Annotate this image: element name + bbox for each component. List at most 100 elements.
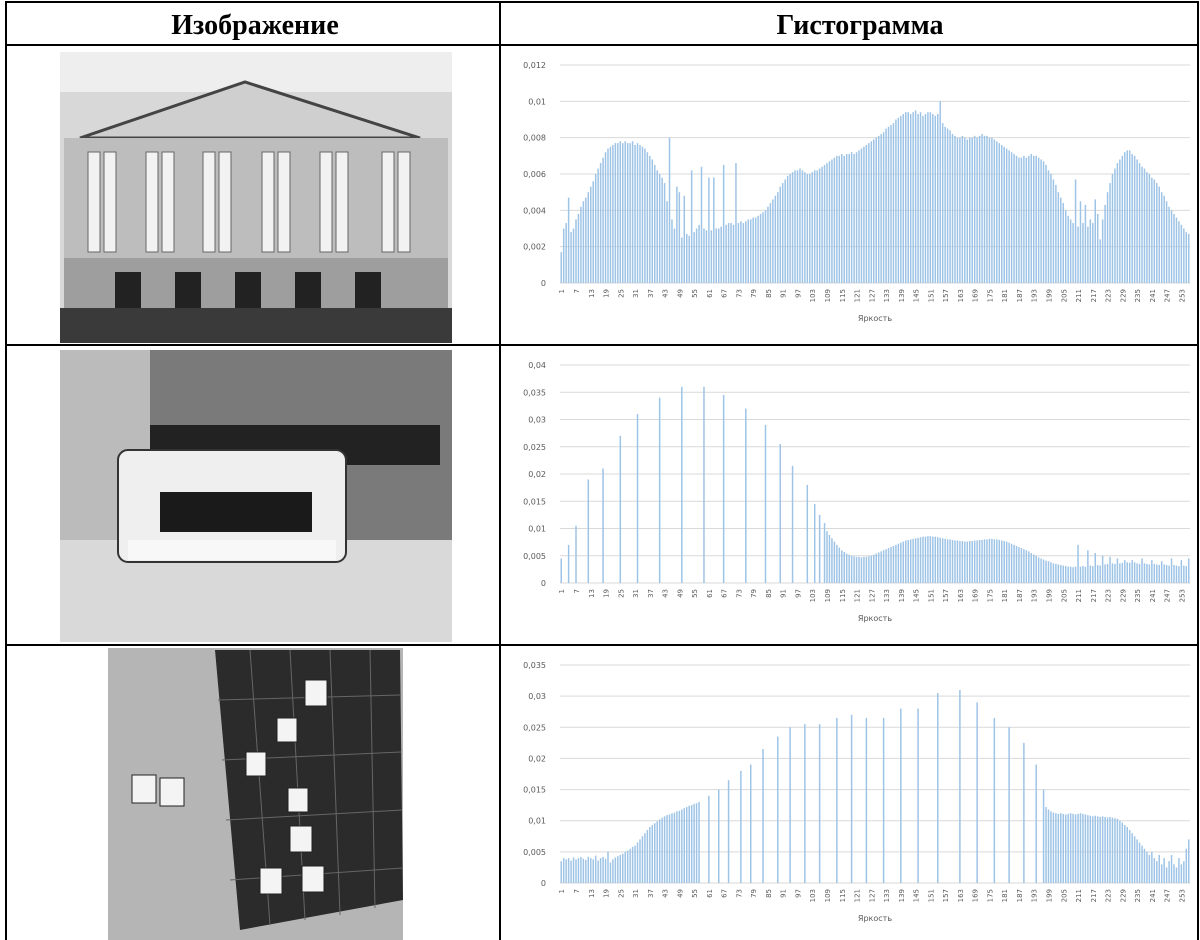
bar <box>929 536 932 583</box>
x-tick-label: 103 <box>809 889 817 902</box>
bar <box>708 177 710 283</box>
bar <box>599 858 602 883</box>
bar <box>1121 562 1124 583</box>
y-tick-label: 0,02 <box>528 754 546 763</box>
bar <box>597 168 599 283</box>
x-tick-label: 241 <box>1149 289 1157 302</box>
bar <box>562 858 565 883</box>
x-tick-label: 91 <box>780 289 788 298</box>
bar <box>1183 565 1185 583</box>
bar <box>836 155 838 283</box>
x-tick-label: 145 <box>913 889 921 902</box>
bar <box>1037 157 1040 283</box>
bar <box>1057 564 1060 583</box>
bar <box>594 855 597 883</box>
bar <box>673 228 676 283</box>
y-tick-label: 0,008 <box>523 134 546 143</box>
bar <box>619 435 622 583</box>
bar <box>1175 217 1178 283</box>
bar <box>882 550 885 583</box>
x-tick-label: 163 <box>957 889 965 902</box>
bar <box>875 553 877 583</box>
bar <box>1128 150 1131 283</box>
bar <box>695 803 698 883</box>
bar <box>860 557 863 583</box>
bar <box>602 157 604 283</box>
bar <box>1178 221 1180 283</box>
bar <box>821 166 823 283</box>
x-tick-label: 115 <box>839 589 847 602</box>
bar <box>845 553 848 583</box>
bar <box>1092 223 1094 283</box>
bar <box>612 859 614 883</box>
bar <box>937 114 939 283</box>
bar <box>877 135 880 283</box>
bar <box>1165 565 1168 583</box>
y-tick-label: 0,025 <box>523 443 546 452</box>
bar <box>976 702 978 883</box>
bar <box>828 535 831 583</box>
y-tick-label: 0,03 <box>528 416 546 425</box>
bar <box>1062 565 1064 583</box>
bar <box>705 230 708 283</box>
bar <box>1069 219 1072 283</box>
bar <box>1096 816 1099 883</box>
x-tick-label: 31 <box>632 589 640 598</box>
bar <box>836 717 838 883</box>
bar <box>740 770 742 883</box>
bar <box>631 141 634 283</box>
bar <box>850 152 853 283</box>
bar <box>1158 565 1160 583</box>
bar <box>912 112 914 283</box>
bar <box>1064 210 1067 283</box>
y-tick-label: 0,035 <box>523 388 546 397</box>
x-tick-label: 55 <box>691 289 699 298</box>
bar <box>961 135 964 283</box>
bar <box>1047 561 1050 583</box>
bar <box>749 219 752 283</box>
bar <box>607 851 609 883</box>
bar <box>1030 553 1033 583</box>
column-header: Изображение <box>171 10 339 41</box>
x-tick-label: 133 <box>883 289 891 302</box>
bar <box>976 540 978 583</box>
x-tick-label: 175 <box>986 889 994 902</box>
bar <box>1156 183 1158 283</box>
x-tick-label: 67 <box>721 289 729 298</box>
bar <box>1042 789 1045 883</box>
bar <box>730 223 732 283</box>
x-tick-label: 211 <box>1075 289 1083 302</box>
bar <box>1131 560 1133 583</box>
bar <box>848 154 850 283</box>
bar <box>1072 567 1074 583</box>
bar <box>666 815 668 883</box>
x-tick-label: 43 <box>662 289 670 298</box>
bar <box>668 814 671 883</box>
bar <box>663 816 666 883</box>
bar <box>1183 228 1185 283</box>
bar <box>774 195 777 283</box>
bar <box>1099 816 1101 883</box>
bar <box>1146 851 1148 883</box>
bar <box>1148 854 1151 883</box>
bar <box>1124 825 1126 883</box>
bar <box>695 228 698 283</box>
bar <box>907 112 909 283</box>
bar <box>683 195 686 283</box>
x-tick-label: 115 <box>839 289 847 302</box>
bar <box>703 386 705 583</box>
bar <box>858 150 860 283</box>
bar <box>641 146 644 283</box>
bar <box>900 708 902 883</box>
x-tick-label: 253 <box>1178 889 1186 902</box>
x-tick-label: 247 <box>1164 889 1172 902</box>
bar <box>1050 811 1052 883</box>
x-tick-label: 199 <box>1045 889 1053 902</box>
x-tick-label: 37 <box>647 889 655 898</box>
bar <box>865 144 868 283</box>
x-tick-label: 121 <box>854 889 862 902</box>
bar <box>1175 565 1178 583</box>
x-tick-label: 25 <box>617 289 625 298</box>
bar <box>631 846 634 883</box>
